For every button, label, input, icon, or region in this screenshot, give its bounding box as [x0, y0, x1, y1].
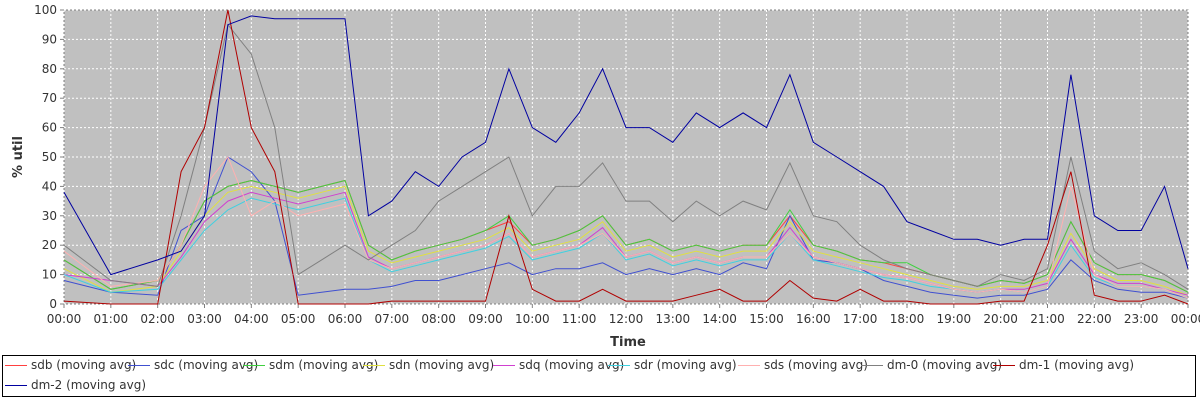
x-tick-label: 12:00 — [609, 312, 644, 326]
series-lines — [63, 9, 1189, 305]
legend-swatch — [5, 384, 27, 386]
x-tick-label: 06:00 — [328, 312, 363, 326]
legend-item: dm-0 (moving avg) — [861, 356, 1002, 374]
legend-swatch — [243, 364, 265, 366]
legend-item: sdb (moving avg) — [5, 356, 136, 374]
x-tick-label: 17:00 — [843, 312, 878, 326]
legend-label: dm-2 (moving avg) — [31, 378, 147, 392]
legend-swatch — [493, 364, 515, 366]
x-tick-label: 16:00 — [796, 312, 831, 326]
legend-swatch — [608, 364, 630, 366]
y-axis-title: % util — [11, 136, 26, 178]
x-tick-label: 15:00 — [749, 312, 784, 326]
y-tick-label: 90 — [42, 32, 57, 46]
x-tick-label: 07:00 — [375, 312, 410, 326]
x-tick-label: 00:00 — [47, 312, 82, 326]
legend-label: dm-0 (moving avg) — [887, 358, 1003, 372]
x-tick-label: 00:00 — [1171, 312, 1200, 326]
y-tick-label: 80 — [42, 62, 57, 76]
y-tick-label: 60 — [42, 121, 57, 135]
x-tick-label: 09:00 — [468, 312, 503, 326]
x-tick-label: 19:00 — [937, 312, 972, 326]
legend-label: sdc (moving avg) — [154, 358, 259, 372]
legend-item: sdr (moving avg) — [608, 356, 737, 374]
x-tick-label: 14:00 — [702, 312, 737, 326]
x-tick-label: 11:00 — [562, 312, 597, 326]
legend-label: sdq (moving avg) — [519, 358, 625, 372]
y-axis-ticks: 0 10 20 30 40 50 60 70 80 90 100 — [34, 3, 64, 311]
legend-label: sds (moving avg) — [764, 358, 868, 372]
x-axis-title: Time — [610, 335, 646, 350]
line-chart: 0 10 20 30 40 50 60 70 80 90 100 00:00 01:00 02:00 03… — [11, 3, 1200, 350]
x-axis-ticks: 00:00 01:00 02:00 03:00 04:00 05:00 06:00 07:00… — [47, 304, 1200, 326]
legend-label: sdm (moving avg) — [269, 358, 379, 372]
y-tick-label: 40 — [42, 179, 57, 193]
series-line-sdm — [63, 179, 1189, 293]
legend-swatch — [993, 364, 1015, 366]
x-tick-label: 22:00 — [1077, 312, 1112, 326]
legend-item: sdq (moving avg) — [493, 356, 624, 374]
legend-item: dm-1 (moving avg) — [993, 356, 1134, 374]
y-tick-label: 30 — [42, 209, 57, 223]
series-line-sds — [63, 156, 1189, 299]
legend-swatch — [128, 364, 150, 366]
x-tick-label: 04:00 — [234, 312, 269, 326]
y-tick-label: 50 — [42, 150, 57, 164]
x-tick-label: 20:00 — [983, 312, 1018, 326]
legend-label: dm-1 (moving avg) — [1019, 358, 1135, 372]
legend-label: sdr (moving avg) — [634, 358, 737, 372]
legend-item: sdm (moving avg) — [243, 356, 378, 374]
x-tick-label: 10:00 — [515, 312, 550, 326]
legend-item: dm-2 (moving avg) — [5, 376, 146, 394]
y-tick-label: 70 — [42, 91, 57, 105]
y-tick-label: 0 — [49, 297, 57, 311]
legend-label: sdn (moving avg) — [389, 358, 495, 372]
legend-swatch — [5, 364, 27, 366]
x-tick-label: 21:00 — [1030, 312, 1065, 326]
legend-label: sdb (moving avg) — [31, 358, 137, 372]
series-line-dm-1 — [63, 9, 1189, 305]
y-tick-label: 20 — [42, 238, 57, 252]
legend-swatch — [363, 364, 385, 366]
series-line-sdn — [63, 185, 1189, 296]
legend-item: sdc (moving avg) — [128, 356, 258, 374]
legend-item: sds (moving avg) — [738, 356, 868, 374]
series-line-dm-0 — [63, 23, 1189, 290]
series-line-dm-2 — [63, 15, 1189, 276]
x-tick-label: 23:00 — [1124, 312, 1159, 326]
x-tick-label: 05:00 — [281, 312, 316, 326]
series-line-sdc — [63, 156, 1189, 299]
x-tick-label: 18:00 — [890, 312, 925, 326]
x-tick-label: 08:00 — [421, 312, 456, 326]
x-tick-label: 03:00 — [187, 312, 222, 326]
legend: sdb (moving avg) sdc (moving avg) sdm (mov… — [2, 355, 1196, 397]
x-tick-label: 13:00 — [656, 312, 691, 326]
legend-swatch — [861, 364, 883, 366]
y-tick-label: 10 — [42, 268, 57, 282]
y-tick-label: 100 — [34, 3, 57, 17]
x-tick-label: 01:00 — [94, 312, 129, 326]
legend-item: sdn (moving avg) — [363, 356, 494, 374]
x-tick-label: 02:00 — [140, 312, 175, 326]
legend-swatch — [738, 364, 760, 366]
